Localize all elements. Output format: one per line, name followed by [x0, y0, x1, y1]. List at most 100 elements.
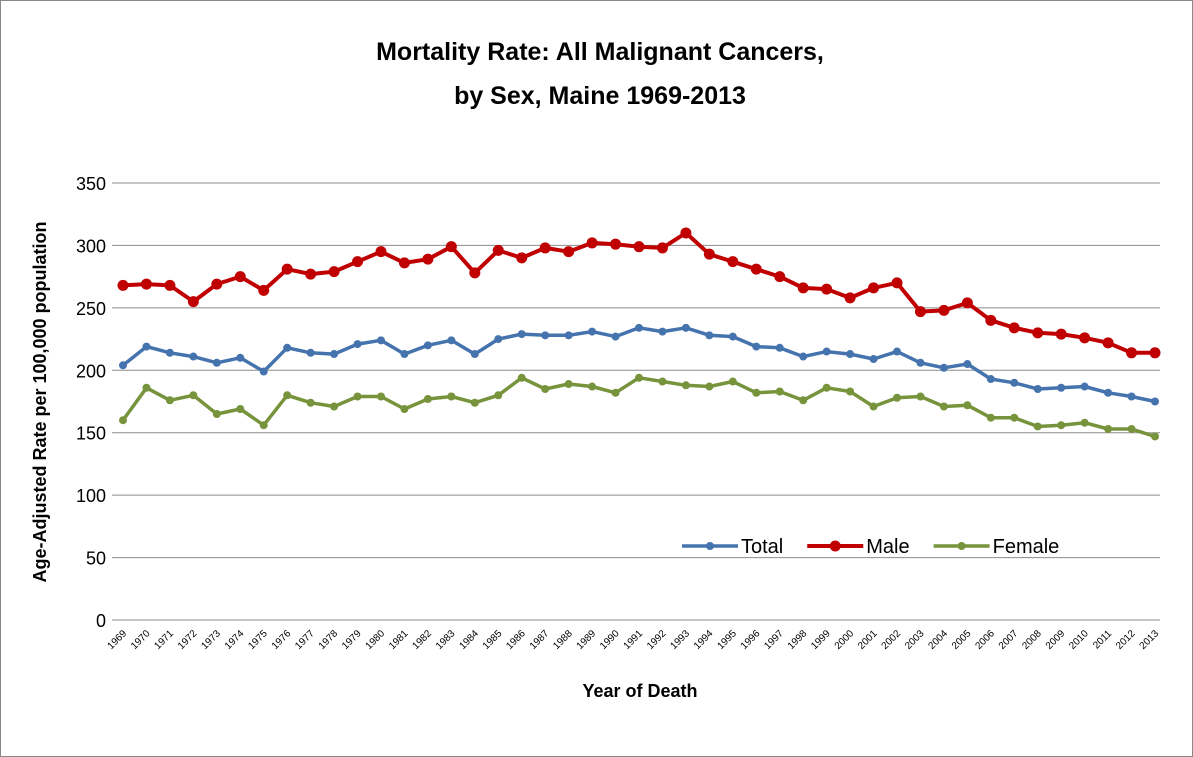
- data-point: [447, 336, 456, 345]
- data-point: [1057, 421, 1066, 430]
- data-point: [961, 297, 973, 309]
- data-point: [187, 296, 199, 308]
- data-point: [189, 352, 198, 361]
- data-point: [353, 340, 362, 349]
- data-point: [680, 227, 692, 239]
- y-tick-label: 350: [76, 174, 106, 194]
- data-point: [236, 404, 245, 413]
- data-point: [281, 263, 293, 275]
- y-tick-label: 0: [96, 611, 106, 631]
- data-point: [846, 387, 855, 396]
- data-point: [844, 292, 856, 304]
- data-point: [516, 252, 528, 264]
- data-point: [1010, 413, 1019, 422]
- data-point: [635, 373, 643, 382]
- data-point: [447, 392, 456, 401]
- data-point: [330, 350, 339, 359]
- data-point: [868, 282, 880, 294]
- data-point: [1151, 432, 1159, 441]
- y-tick-label: 300: [76, 236, 106, 256]
- data-point: [234, 271, 246, 283]
- data-point: [539, 242, 551, 254]
- data-point: [1057, 383, 1066, 392]
- data-point: [470, 398, 479, 407]
- data-point: [1104, 388, 1113, 397]
- data-point: [353, 392, 362, 401]
- data-point: [1104, 424, 1113, 433]
- data-point: [517, 373, 526, 382]
- data-point: [963, 401, 972, 410]
- data-point: [494, 335, 503, 344]
- data-point: [1008, 322, 1020, 334]
- data-point: [681, 381, 690, 390]
- data-point: [681, 323, 690, 332]
- data-point: [586, 237, 598, 249]
- data-point: [142, 383, 151, 392]
- data-point: [703, 248, 715, 260]
- data-point: [1149, 347, 1161, 359]
- data-point: [469, 267, 481, 279]
- data-point: [986, 375, 995, 384]
- data-point: [1151, 397, 1159, 406]
- legend-marker: [706, 542, 714, 550]
- data-point: [1010, 378, 1019, 387]
- data-point: [914, 306, 926, 318]
- data-point: [752, 388, 761, 397]
- data-point: [212, 358, 221, 367]
- data-point: [728, 377, 737, 386]
- data-point: [797, 282, 809, 294]
- data-point: [1055, 328, 1067, 340]
- data-point: [165, 396, 174, 405]
- y-tick-label: 150: [76, 424, 106, 444]
- data-point: [893, 393, 901, 402]
- data-point: [774, 271, 786, 283]
- data-point: [1126, 347, 1138, 359]
- data-point: [189, 391, 198, 400]
- data-point: [1127, 424, 1136, 433]
- data-point: [963, 360, 972, 369]
- data-point: [306, 348, 315, 357]
- data-point: [400, 350, 409, 359]
- chart-title: by Sex, Maine 1969-2013: [454, 82, 746, 110]
- data-point: [258, 284, 270, 296]
- data-point: [283, 343, 292, 352]
- data-point: [705, 331, 714, 340]
- data-point: [846, 350, 855, 359]
- data-point: [283, 391, 292, 400]
- data-point: [635, 323, 643, 332]
- data-point: [211, 278, 223, 290]
- data-point: [869, 355, 878, 364]
- data-point: [775, 343, 784, 352]
- data-point: [938, 304, 950, 316]
- data-point: [492, 244, 504, 256]
- data-point: [750, 263, 762, 275]
- data-point: [611, 332, 620, 341]
- data-point: [541, 331, 550, 340]
- data-point: [891, 277, 903, 289]
- data-point: [423, 395, 432, 404]
- data-point: [1079, 332, 1091, 344]
- data-point: [656, 242, 668, 254]
- y-tick-label: 200: [76, 361, 106, 381]
- data-point: [728, 332, 737, 341]
- legend-label: Male: [866, 536, 909, 558]
- data-point: [916, 358, 925, 367]
- data-point: [752, 342, 761, 351]
- data-point: [377, 336, 385, 345]
- data-point: [517, 330, 526, 339]
- data-point: [117, 279, 129, 291]
- data-point: [564, 331, 573, 340]
- legend-label: Female: [993, 536, 1060, 558]
- y-axis-label: Age-Adjusted Rate per 100,000 population: [30, 221, 50, 582]
- data-point: [893, 347, 901, 356]
- data-point: [775, 387, 784, 396]
- data-point: [799, 396, 808, 405]
- data-point: [822, 383, 831, 392]
- data-point: [400, 404, 409, 413]
- data-point: [939, 363, 948, 372]
- data-point: [869, 402, 878, 411]
- data-point: [306, 398, 315, 407]
- data-point: [1102, 337, 1114, 349]
- data-point: [563, 246, 575, 258]
